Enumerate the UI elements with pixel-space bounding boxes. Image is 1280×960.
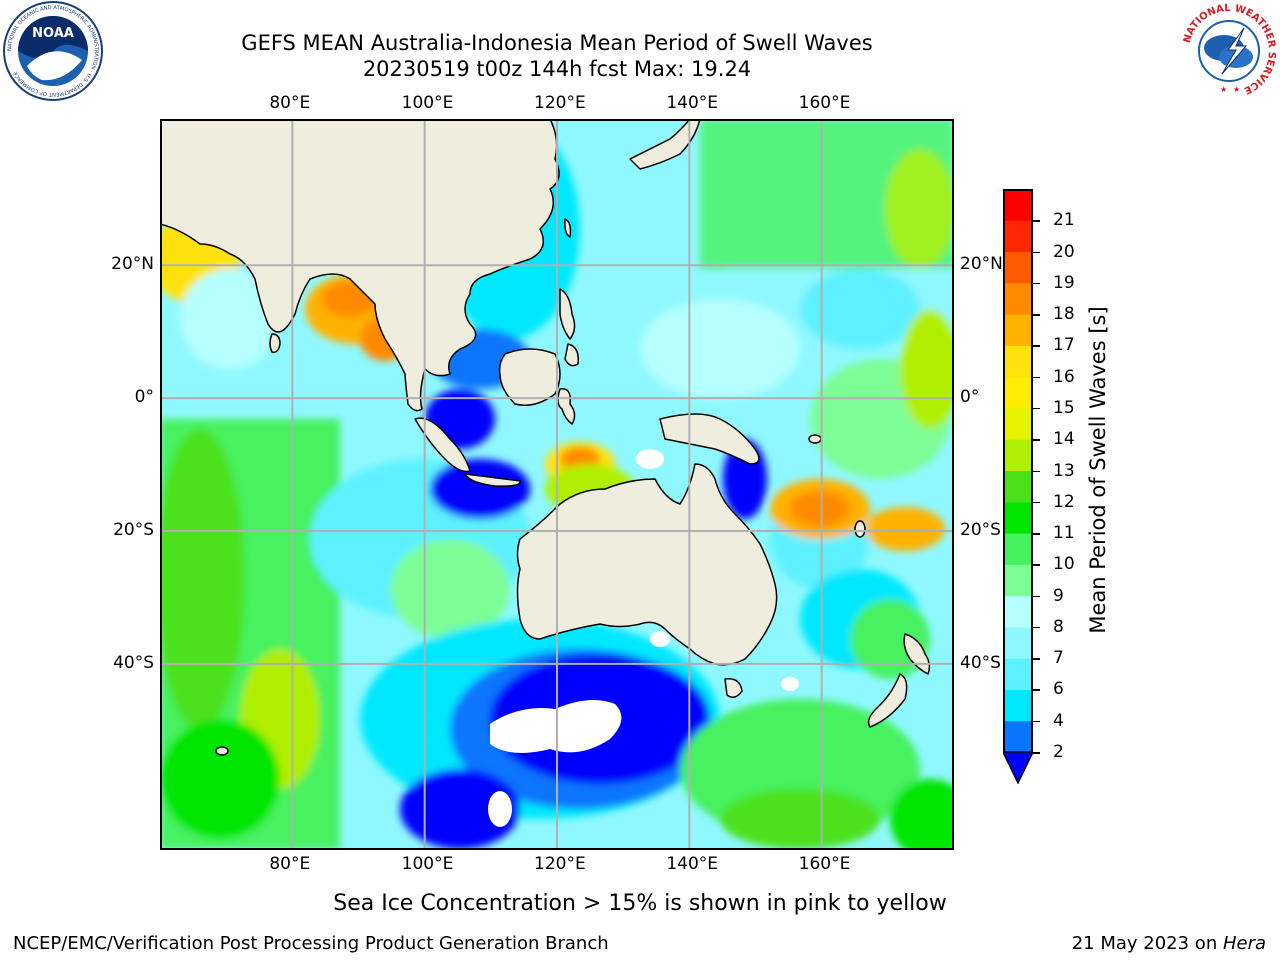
colorbar-tick-label: 8 (1053, 616, 1064, 637)
colorbar-bin (1003, 658, 1033, 690)
colorbar-tick (1033, 626, 1040, 629)
colorbar-bin (1003, 564, 1033, 597)
colorbar-tick-label: 6 (1053, 679, 1064, 700)
colorbar-bin (1003, 595, 1033, 628)
colorbar-tick (1033, 658, 1040, 660)
credit-branch: NCEP/EMC/Verification Post Processing Pr… (13, 933, 609, 954)
lon-label-top: 140°E (666, 93, 719, 113)
lat-label-right: 20°S (960, 520, 1001, 541)
colorbar-bin (1003, 314, 1033, 346)
colorbar-tick-label: 18 (1053, 304, 1075, 325)
colorbar-tick-label: 4 (1053, 710, 1064, 731)
no-data-patches (488, 449, 799, 827)
colorbar-bin (1003, 189, 1033, 221)
credit-date: 21 May 2023 on Hera (1072, 933, 1266, 954)
colorbar-tick (1033, 251, 1040, 254)
colorbar-bin (1003, 407, 1033, 440)
colorbar-tick-label: 12 (1053, 491, 1075, 512)
colorbar-bin (1003, 251, 1033, 284)
colorbar-bin (1003, 220, 1033, 253)
colorbar-tick-label: 9 (1053, 585, 1064, 606)
colorbar-tick (1033, 376, 1040, 379)
colorbar-bin (1003, 689, 1033, 722)
colorbar-tick-label: 21 (1053, 210, 1075, 231)
chart-title: GEFS MEAN Australia-Indonesia Mean Perio… (241, 31, 873, 55)
lon-label-top: 100°E (401, 93, 454, 113)
lon-label-bottom: 80°E (269, 854, 311, 874)
colorbar-tick (1033, 407, 1040, 410)
noaa-logo: NATIONAL OCEANIC AND ATMOSPHERIC ADMINIS… (2, 0, 104, 102)
svg-text:★: ★ (1220, 85, 1227, 94)
colorbar-tick (1033, 689, 1040, 691)
colorbar-tick-label: 17 (1053, 335, 1075, 356)
lon-label-bottom: 160°E (798, 854, 851, 874)
lat-label-right: 0° (960, 387, 980, 408)
colorbar-bin (1003, 501, 1033, 534)
colorbar-tick (1033, 720, 1040, 723)
colorbar (1001, 189, 1035, 785)
lat-label-left: 40°S (113, 652, 154, 673)
lat-label-left: 20°S (113, 520, 154, 541)
colorbar-tick-label: 19 (1053, 272, 1075, 293)
colorbar-tick-label: 16 (1053, 366, 1075, 387)
lon-label-bottom: 140°E (666, 854, 719, 874)
colorbar-tick (1033, 314, 1040, 316)
colorbar-bin (1003, 470, 1033, 503)
colorbar-bin (1003, 282, 1033, 315)
lon-label-top: 80°E (269, 93, 311, 113)
colorbar-tick (1033, 595, 1040, 598)
nws-logo: NATIONAL WEATHER SERVICE ★ ★ (1178, 0, 1280, 102)
colorbar-tick-label: 7 (1053, 648, 1064, 669)
lat-label-left: 20°N (111, 254, 154, 275)
map-border (160, 119, 954, 850)
lat-label-right: 40°S (960, 652, 1001, 673)
noaa-logo-text: NOAA (32, 26, 74, 41)
chart-subtitle: 20230519 t00z 144h fcst Max: 19.24 (362, 57, 752, 81)
colorbar-bin (1003, 533, 1033, 565)
colorbar-outline (1003, 189, 1033, 752)
colorbar-tick (1033, 439, 1040, 441)
colorbar-tick-label: 10 (1053, 554, 1075, 575)
colorbar-tick (1033, 282, 1040, 285)
lon-label-top: 120°E (534, 93, 586, 113)
colorbar-tick-label: 20 (1053, 241, 1075, 262)
colorbar-tick (1033, 345, 1040, 347)
colorbar-bin (1003, 376, 1033, 409)
colorbar-tick (1033, 501, 1040, 504)
sea-ice-note: Sea Ice Concentration > 15% is shown in … (333, 891, 947, 916)
date-text: 21 May 2023 on (1071, 933, 1223, 954)
lon-label-top: 160°E (798, 93, 851, 113)
colorbar-tick-label: 14 (1053, 429, 1075, 450)
colorbar-title: Mean Period of Swell Waves [s] (1086, 306, 1110, 634)
colorbar-tick (1033, 752, 1040, 754)
colorbar-tick-label: 2 (1053, 742, 1064, 762)
colorbar-tick (1033, 220, 1040, 222)
host-name: Hera (1222, 933, 1266, 954)
colorbar-bin (1003, 439, 1033, 471)
colorbar-tick (1033, 564, 1040, 566)
lat-label-right: 20°N (960, 254, 1003, 275)
colorbar-under-arrow (1001, 751, 1035, 785)
lon-label-bottom: 120°E (534, 854, 586, 874)
colorbar-bin (1003, 720, 1033, 753)
colorbar-bin (1003, 345, 1033, 378)
swell-period-map (160, 119, 954, 850)
colorbar-tick-label: 15 (1053, 397, 1075, 418)
colorbar-bin (1003, 626, 1033, 659)
colorbar-tick (1033, 470, 1040, 472)
lat-label-left: 0° (134, 387, 154, 408)
lon-label-bottom: 100°E (401, 854, 454, 874)
colorbar-tick-label: 11 (1053, 523, 1075, 544)
colorbar-tick-label: 13 (1053, 460, 1075, 481)
colorbar-tick (1033, 533, 1040, 535)
graticule (160, 119, 954, 850)
map-panel (160, 119, 954, 850)
svg-text:★: ★ (1233, 85, 1240, 94)
